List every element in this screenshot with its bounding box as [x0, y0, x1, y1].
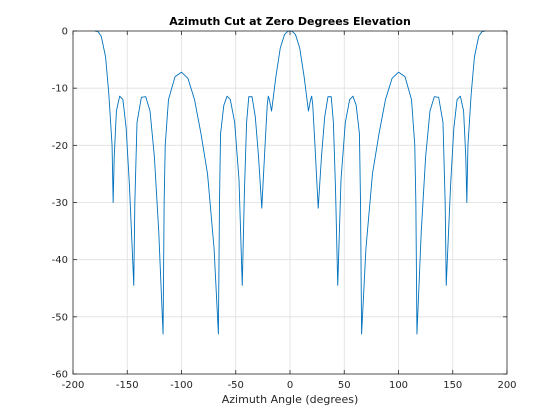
y-tick-labels: 0 -10 -20 -30 -40 -50 -60: [52, 27, 68, 381]
y-tick-label: -40: [52, 255, 68, 266]
x-tick-label: -150: [116, 380, 139, 391]
grid: [73, 31, 507, 374]
x-tick-label: -200: [62, 380, 85, 391]
x-tick-label: -100: [170, 380, 193, 391]
y-tick-label: -20: [52, 141, 68, 152]
x-axis-label: Azimuth Angle (degrees): [222, 393, 359, 406]
y-tick-label: -50: [52, 312, 68, 323]
chart-title: Azimuth Cut at Zero Degrees Elevation: [169, 15, 411, 28]
x-tick-label: -50: [228, 380, 244, 391]
y-tick-label: -30: [52, 198, 68, 209]
y-tick-label: 0: [62, 27, 68, 38]
x-tick-labels: -200 -150 -100 -50 0 50 100 150 200: [62, 380, 517, 391]
x-tick-label: 200: [497, 380, 516, 391]
x-tick-label: 0: [287, 380, 293, 391]
x-tick-label: 150: [443, 380, 462, 391]
x-tick-label: 100: [389, 380, 408, 391]
ticks: [72, 30, 508, 375]
x-tick-label: 50: [338, 380, 351, 391]
y-tick-label: -60: [52, 370, 68, 381]
y-tick-label: -10: [52, 84, 68, 95]
